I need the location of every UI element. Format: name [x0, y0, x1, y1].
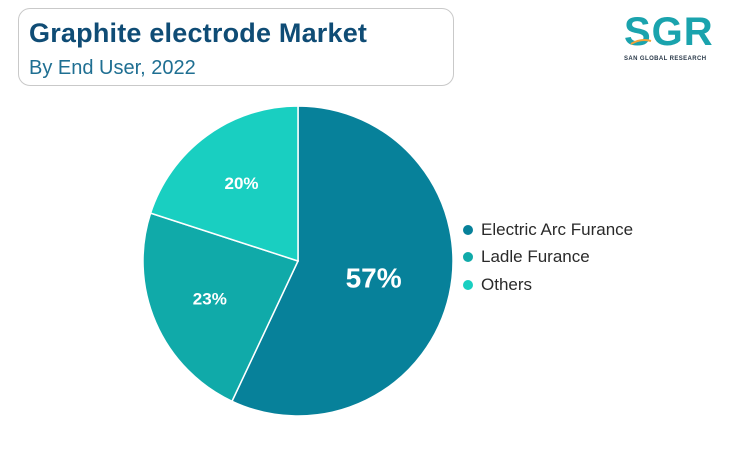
- chart-title: Graphite electrode Market: [29, 18, 368, 48]
- legend-item: Ladle Furance: [461, 244, 633, 272]
- pie-label-electric-arc: 57%: [346, 262, 402, 293]
- legend-label-others: Others: [481, 274, 533, 294]
- logo-mark: SGR: [624, 10, 714, 54]
- legend-item: Electric Arc Furance: [461, 216, 633, 244]
- pie-slice-electric-arc: [231, 105, 454, 417]
- legend-swatch-electric-arc: [463, 224, 473, 235]
- legend-item: Others: [461, 271, 633, 299]
- logo-tagline: SAN GLOBAL RESEARCH: [624, 56, 707, 62]
- chart-legend: Electric Arc Furance Ladle Furance Other…: [461, 216, 633, 299]
- chart-subtitle: By End User, 2022: [29, 57, 196, 79]
- legend-swatch-ladle: [463, 252, 473, 263]
- pie-slice-others: [149, 105, 299, 263]
- pie-slice-ladle: [142, 212, 300, 403]
- legend-label-electric-arc: Electric Arc Furance: [481, 219, 634, 239]
- legend-label-ladle: Ladle Furance: [481, 247, 590, 267]
- logo-swoosh-icon: [630, 39, 652, 45]
- brand-logo: SGR SAN GLOBAL RESEARCH: [616, 10, 726, 72]
- title-box: Graphite electrode Market By End User, 2…: [18, 8, 454, 86]
- pie-label-others: 20%: [224, 174, 258, 193]
- legend-swatch-others: [463, 279, 473, 290]
- pie-label-ladle: 23%: [193, 290, 227, 309]
